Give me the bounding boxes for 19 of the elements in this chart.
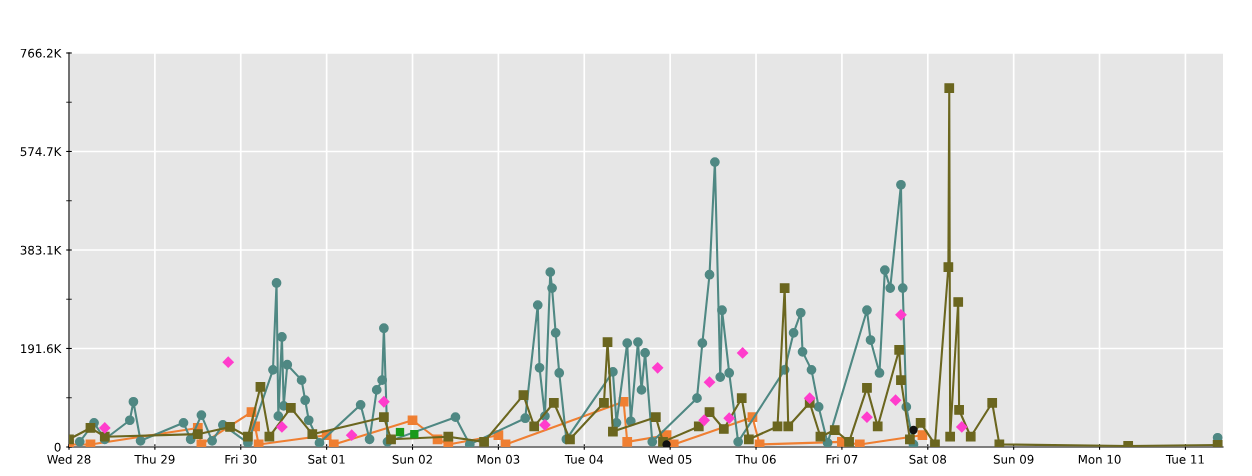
y-tick-label: 766.2K	[20, 48, 62, 58]
x-tick-label: Mon 03	[477, 454, 520, 464]
y-tick-label: 191.6K	[21, 344, 62, 354]
x-tick-label: Thu 29	[134, 454, 175, 464]
x-tick-label: Fri 07	[826, 454, 858, 464]
x-tick-label: Sun 02	[392, 454, 432, 464]
x-tick-label: Tue 11	[1165, 455, 1204, 464]
x-tick-label: Sat 08	[909, 454, 947, 464]
y-tick-label: 383.1K	[20, 245, 62, 255]
x-tick-label: Sun 09	[993, 454, 1034, 464]
x-tick-label: Thu 06	[735, 454, 776, 464]
x-tick-label: Wed 05	[648, 454, 692, 464]
y-tick-label: 574.7K	[20, 147, 62, 157]
x-tick-label: Fri 30	[225, 454, 257, 464]
x-tick-label: Mon 10	[1078, 454, 1121, 464]
x-tick-label: Sat 01	[308, 454, 345, 464]
x-tick-label: Tue 04	[564, 454, 604, 464]
x-tick-label: Wed 28	[47, 454, 91, 464]
y-tick-label: 0	[54, 442, 61, 452]
